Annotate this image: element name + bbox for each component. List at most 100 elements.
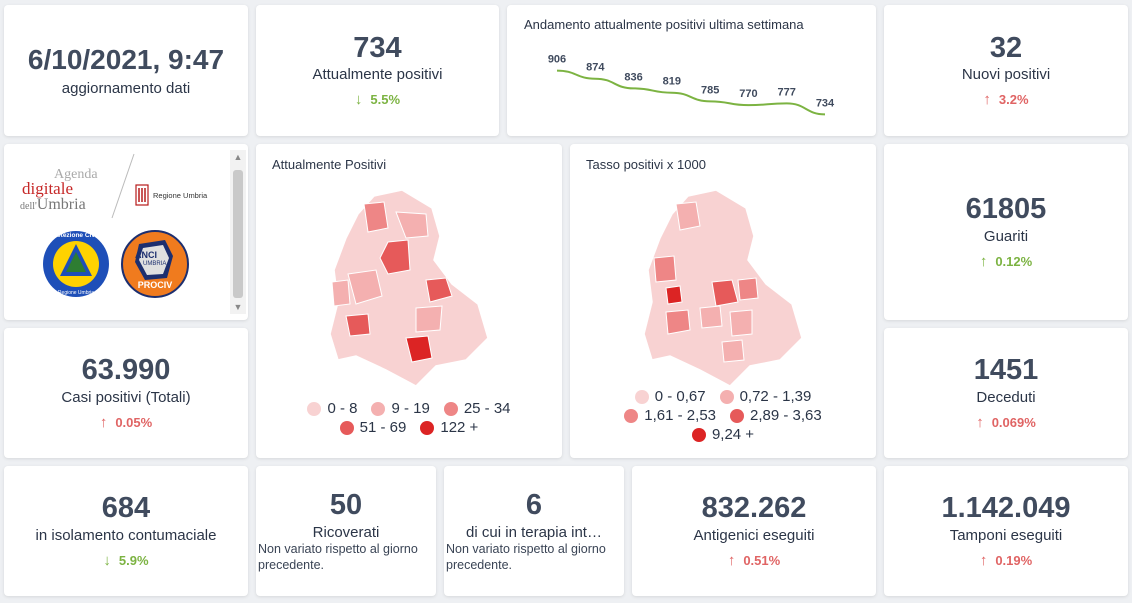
tamponi-delta: ↑ 0.19% [980,552,1032,569]
legend-label: 2,89 - 3,63 [750,407,822,424]
legend-item[interactable]: 1,61 - 2,53 [624,407,716,424]
antigenici-delta-value: 0.51% [743,552,781,568]
map-attuali-card: Attualmente Positivi 0 - 8 9 - 19 25 - 34 5… [256,144,562,458]
deceduti-delta-value: 0.069% [991,414,1036,430]
trend-title: Andamento attualmente positivi ultima se… [524,17,804,32]
guariti-card: 61805 Guariti ↑ 0.12% [884,144,1128,320]
antigenici-card: 832.262 Antigenici eseguiti ↑ 0.51% [632,466,876,596]
legend-swatch [339,420,354,435]
map-attuali-title: Attualmente Positivi [272,157,387,172]
arrow-up-icon: ↑ [976,413,984,431]
legend-item[interactable]: 122 + [420,419,478,436]
scroll-down-arrow-icon[interactable]: ▼ [233,302,243,312]
antigenici-value: 832.262 [701,492,807,525]
logos-scrollbar[interactable]: ▲ ▼ [230,150,246,314]
guariti-value: 61805 [965,193,1047,226]
anci-text: ANCI [135,250,157,260]
trend-data-label: 770 [739,88,757,100]
attuali-value: 734 [353,31,402,64]
tamponi-card: 1.142.049 Tamponi eseguiti ↑ 0.19% [884,466,1128,596]
legend-item[interactable]: 51 - 69 [339,419,407,436]
terapia-card: 6 di cui in terapia int… Non variato ris… [444,466,624,596]
trend-line [556,69,826,116]
tamponi-delta-value: 0.19% [995,552,1033,568]
prociv-text: PROCIV [137,280,173,290]
isolamento-delta: ↓ 5.9% [103,552,148,569]
umbria-map-tasso[interactable] [570,174,876,404]
legend-label: 9,24 + [711,426,755,443]
scroll-up-arrow-icon[interactable]: ▲ [233,152,243,162]
legend-swatch [420,420,435,435]
umbria-map-attuali[interactable] [256,174,562,414]
attuali-label: Attualmente positivi [312,66,443,84]
map-tasso-legend: 0 - 0,67 0,72 - 1,39 1,61 - 2,53 2,89 - 3,6… [570,388,876,443]
logos-card[interactable]: Agenda digitale dell'Umbria Regione Umbr… [4,144,248,320]
isolamento-value: 684 [101,492,151,525]
legend-swatch [443,401,458,416]
isolamento-delta-value: 5.9% [118,552,149,568]
legend-label: 0 - 0,67 [654,388,706,405]
arrow-up-icon: ↑ [979,252,988,270]
legend-label: 51 - 69 [359,419,407,436]
legend-item[interactable]: 0 - 8 [307,400,357,417]
arrow-down-icon: ↓ [103,551,111,569]
legend-item[interactable]: 0 - 0,67 [634,388,706,405]
casi-delta: ↑ 0.05% [100,414,152,431]
anci-prociv-logo: ANCI UMBRIA PROCIV [121,230,189,298]
deceduti-label: Deceduti [976,388,1036,406]
legend-item[interactable]: 9 - 19 [371,400,430,417]
legend-label: 25 - 34 [463,400,511,417]
arrow-down-icon: ↓ [354,91,363,109]
trend-data-label: 906 [548,54,566,66]
legend-item[interactable]: 0,72 - 1,39 [719,388,812,405]
anci-prociv-emblem-icon [121,230,189,298]
trend-data-label: 734 [816,97,835,109]
nuovi-value: 32 [989,31,1023,64]
logo-divider [111,153,135,219]
trend-data-label: 819 [663,76,681,88]
ricoverati-label: Ricoverati [312,523,380,541]
trend-data-label: 777 [778,86,796,98]
legend-swatch [691,427,706,442]
terapia-label: di cui in terapia int… [466,523,602,541]
agenda-line2: digitale [22,179,73,199]
protezione-civile-emblem-icon [43,231,109,297]
update-datetime: 6/10/2021, 9:47 [27,44,225,75]
agenda-digitale-logo: Agenda digitale dell'Umbria [20,167,120,214]
casi-value: 63.990 [81,354,171,387]
ricoverati-value: 50 [329,489,363,521]
legend-label: 122 + [440,419,479,436]
legend-item[interactable]: 25 - 34 [443,400,511,417]
legend-item[interactable]: 2,89 - 3,63 [730,407,822,424]
arrow-up-icon: ↑ [979,551,988,569]
legend-label: 1,61 - 2,53 [644,407,716,424]
regione-text: Regione Umbria [153,190,208,200]
legend-label: 0,72 - 1,39 [739,388,812,405]
nuovi-delta-value: 3.2% [998,92,1029,108]
ricoverati-note: Non variato rispetto al giorno precedent… [258,541,418,573]
casi-delta-value: 0.05% [115,414,153,430]
nuovi-card: 32 Nuovi positivi ↑ 3.2% [884,5,1128,136]
deceduti-delta: ↑ 0.069% [976,414,1036,431]
scroll-thumb[interactable] [233,170,243,298]
legend-swatch [307,401,322,416]
trend-data-label: 836 [624,71,642,83]
legend-item[interactable]: 9,24 + [691,426,755,443]
map-tasso-card: Tasso positivi x 1000 0 - 0,67 0,72 - 1,3… [570,144,876,458]
antigenici-delta: ↑ 0.51% [728,552,780,569]
nuovi-label: Nuovi positivi [961,66,1051,84]
trend-data-label: 785 [701,84,719,96]
regione-emblem-icon [135,184,149,206]
guariti-label: Guariti [983,227,1029,245]
protezione-text: Protezione Civile [49,232,103,239]
map-attuali-legend: 0 - 8 9 - 19 25 - 34 51 - 69 122 + [256,400,562,436]
deceduti-card: 1451 Deceduti ↑ 0.069% [884,328,1128,458]
agenda-umbria: Umbria [36,196,86,214]
protezione-sub: Regione Umbria [57,290,95,296]
agenda-dell: dell' [20,201,37,213]
trend-card: Andamento attualmente positivi ultima se… [507,5,876,136]
isolamento-card: 684 in isolamento contumaciale ↓ 5.9% [4,466,248,596]
agenda-line3: dell'Umbria [20,196,120,214]
update-label: aggiornamento dati [61,80,191,97]
protezione-civile-logo: Protezione Civile Regione Umbria [42,230,110,298]
